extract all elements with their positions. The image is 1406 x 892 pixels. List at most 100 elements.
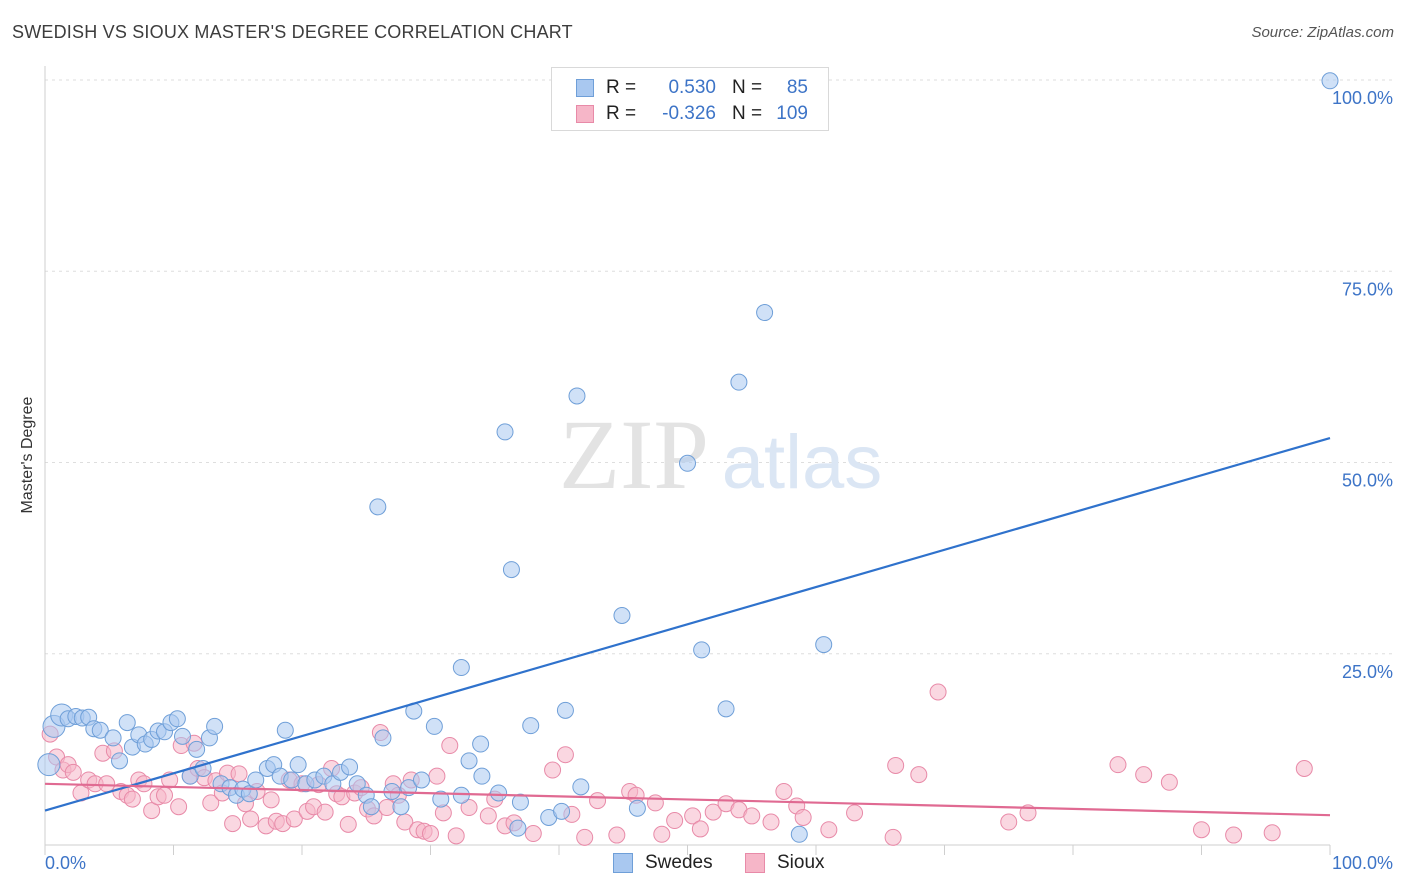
correlation-legend: R = 0.530 N = 85 R = -0.326 N = 109	[551, 67, 829, 131]
legend-r-value: 0.530	[668, 77, 716, 98]
swedes-point	[717, 700, 735, 718]
swedes-point	[283, 771, 301, 789]
sioux-point	[743, 807, 761, 825]
swedes-point	[173, 727, 191, 745]
sioux-point	[316, 803, 334, 821]
sioux-point	[230, 765, 248, 783]
swedes-point	[188, 740, 206, 758]
swedes-points	[37, 72, 1339, 843]
swedes-point	[374, 729, 392, 747]
swedes-point	[756, 304, 774, 322]
series-swatch-sioux	[745, 853, 765, 873]
swedes-point	[413, 771, 431, 789]
sioux-point	[910, 766, 928, 784]
swedes-point	[473, 767, 491, 785]
swedes-point	[679, 454, 696, 472]
swedes-point	[452, 659, 470, 677]
sioux-point	[123, 790, 141, 808]
sioux-point	[608, 826, 626, 844]
sioux-point	[1295, 760, 1313, 777]
swedes-point	[118, 714, 136, 732]
sioux-point	[285, 810, 303, 828]
sioux-point	[646, 794, 664, 812]
trend-lines	[44, 436, 1331, 817]
sioux-point	[339, 815, 357, 833]
sioux-point	[224, 815, 242, 833]
watermark: ZIP atlas	[559, 399, 882, 510]
swedes-point	[104, 729, 122, 747]
sioux-point	[479, 807, 497, 825]
sioux-point	[820, 821, 838, 839]
axes	[44, 66, 1331, 855]
sioux-point	[1193, 821, 1210, 839]
y-tick-label: 25.0%	[1342, 662, 1393, 682]
swedes-point	[490, 784, 508, 802]
y-tick-label: 50.0%	[1342, 471, 1393, 491]
sioux-point	[1000, 813, 1018, 831]
sioux-point	[262, 791, 280, 809]
gridlines	[45, 79, 1395, 655]
legend-r-value: -0.326	[662, 103, 716, 124]
swedes-point	[276, 721, 294, 739]
sioux-point	[202, 794, 220, 812]
sioux-point	[691, 820, 709, 838]
series-swatch-swedes	[613, 853, 633, 873]
series-legend-sioux[interactable]: Sioux	[745, 852, 825, 874]
legend-n-value: 109	[776, 103, 808, 124]
sioux-point	[1135, 766, 1153, 784]
swedes-point	[452, 786, 470, 804]
sioux-point	[524, 825, 542, 843]
swedes-point	[425, 717, 443, 735]
series-label-sioux: Sioux	[777, 852, 825, 873]
sioux-point	[378, 799, 396, 817]
swedes-point	[553, 802, 571, 820]
swedes-point	[502, 561, 520, 579]
sioux-point	[434, 804, 452, 822]
sioux-point	[170, 798, 188, 816]
sioux-point	[460, 799, 478, 817]
sioux-point	[544, 761, 562, 779]
swedes-point	[496, 423, 514, 441]
sioux-point	[653, 825, 671, 843]
watermark-atlas: atlas	[722, 420, 883, 505]
swedes-point	[111, 752, 129, 770]
legend-n-label: N =	[732, 77, 763, 98]
sioux-point	[422, 825, 439, 843]
sioux-point	[666, 812, 684, 830]
legend-row-sioux: R = -0.326 N = 109	[576, 102, 808, 126]
swedes-point	[369, 498, 387, 516]
sioux-point	[441, 737, 459, 755]
tick-labels: 100.0% 75.0% 50.0% 25.0% 0.0% 100.0%	[45, 88, 1393, 873]
watermark-zip: ZIP	[559, 399, 709, 510]
sioux-point	[1263, 824, 1281, 842]
sioux-point	[794, 808, 812, 826]
swedes-point	[362, 798, 380, 816]
swedes-point	[556, 701, 574, 719]
sioux-point	[1109, 756, 1127, 774]
sioux-point	[428, 767, 446, 785]
legend-r-label: R =	[606, 103, 637, 124]
series-legend: Swedes Sioux	[0, 852, 1406, 878]
swedes-point	[790, 825, 808, 843]
y-tick-label: 100.0%	[1332, 88, 1393, 108]
sioux-point	[846, 804, 864, 822]
sioux-point	[1225, 826, 1243, 844]
source-credit: Source: ZipAtlas.com	[1251, 24, 1394, 41]
sioux-point	[929, 683, 947, 701]
sioux-point	[775, 782, 793, 800]
legend-swatch-swedes	[576, 79, 594, 97]
sioux-point	[98, 775, 116, 793]
swedes-point	[511, 793, 529, 811]
swedes-point	[341, 758, 359, 776]
sioux-point	[242, 810, 260, 828]
swedes-point	[37, 753, 61, 777]
sioux-point	[589, 792, 607, 810]
swedes-point	[628, 799, 646, 817]
sioux-point	[556, 746, 574, 764]
series-legend-swedes[interactable]: Swedes	[613, 852, 713, 874]
swedes-point	[568, 387, 586, 405]
sioux-trend-line	[44, 782, 1331, 817]
sioux-point	[704, 803, 722, 821]
legend-r-label: R =	[606, 77, 637, 98]
